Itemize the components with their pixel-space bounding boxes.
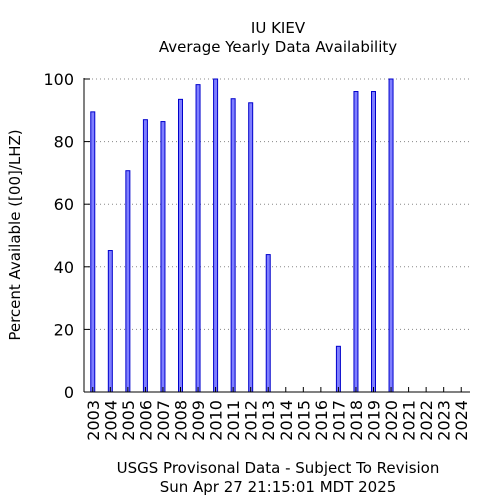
chart-title: IU KIEV: [250, 19, 306, 37]
x-tick-label: 2023: [435, 400, 454, 441]
bar-2018: [353, 91, 359, 393]
x-tick-label: 2019: [365, 400, 384, 441]
bar-2008: [178, 98, 183, 393]
y-axis-label: Percent Available ([00]/LHZ): [6, 129, 24, 340]
x-ticks: 2003200420052006200720082009201020112012…: [84, 387, 471, 441]
y-tick-label: 100: [43, 70, 74, 89]
gridlines: [84, 78, 470, 330]
x-tick-label: 2022: [417, 400, 436, 441]
bar-2004: [107, 250, 113, 393]
x-tick-label: 2009: [189, 400, 208, 441]
bar-2010: [213, 78, 219, 393]
bar-2019: [371, 91, 376, 393]
x-tick-label: 2013: [259, 400, 278, 441]
x-tick-label: 2005: [119, 400, 138, 441]
y-ticks: 0 20 40 60 80 100: [43, 70, 90, 402]
axes: [83, 78, 470, 393]
x-tick-label: 2020: [382, 400, 401, 441]
x-tick-label: 2007: [154, 400, 173, 441]
x-tick-label: 2006: [136, 400, 155, 441]
y-tick-label: 0: [64, 383, 74, 402]
bar-2013: [265, 254, 271, 393]
x-tick-label: 2021: [400, 400, 419, 441]
bar-2012: [248, 102, 254, 393]
x-tick-label: 2016: [312, 400, 331, 441]
x-tick-label: 2015: [294, 400, 313, 441]
y-tick-label: 80: [54, 133, 74, 152]
bar-2007: [160, 121, 166, 393]
footer-timestamp: Sun Apr 27 21:15:01 MDT 2025: [159, 478, 397, 496]
bar-2005: [125, 170, 131, 393]
x-tick-label: 2017: [329, 400, 348, 441]
bar-2020: [388, 78, 394, 393]
x-tick-label: 2018: [347, 400, 366, 441]
bar-2017: [335, 345, 341, 393]
bar-2009: [195, 84, 201, 393]
x-tick-label: 2011: [224, 400, 243, 441]
footer-disclaimer: USGS Provisonal Data - Subject To Revisi…: [116, 459, 440, 477]
x-tick-label: 2024: [452, 400, 471, 441]
x-tick-label: 2008: [172, 400, 191, 441]
y-tick-label: 40: [54, 258, 74, 277]
x-tick-label: 2004: [101, 400, 120, 441]
bar-2006: [142, 119, 148, 393]
bar-2011: [230, 98, 236, 393]
y-tick-label: 20: [54, 320, 74, 339]
x-tick-label: 2012: [242, 400, 261, 441]
x-tick-label: 2010: [207, 400, 226, 441]
x-tick-label: 2014: [277, 400, 296, 441]
bars: [90, 78, 394, 393]
x-tick-label: 2003: [84, 400, 103, 441]
y-tick-label: 60: [54, 195, 74, 214]
bar-2003: [90, 111, 96, 393]
chart-subtitle: Average Yearly Data Availability: [158, 38, 398, 56]
